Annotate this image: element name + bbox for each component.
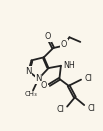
Text: Cl: Cl [87, 104, 95, 113]
Text: NH: NH [63, 61, 75, 70]
Text: CH₃: CH₃ [24, 91, 37, 97]
Text: Cl: Cl [85, 74, 93, 83]
Text: N: N [25, 67, 32, 76]
Text: O: O [45, 32, 51, 41]
Text: Cl: Cl [56, 105, 64, 114]
Text: N: N [35, 74, 42, 83]
Text: O: O [41, 81, 47, 90]
Text: O: O [61, 40, 67, 49]
